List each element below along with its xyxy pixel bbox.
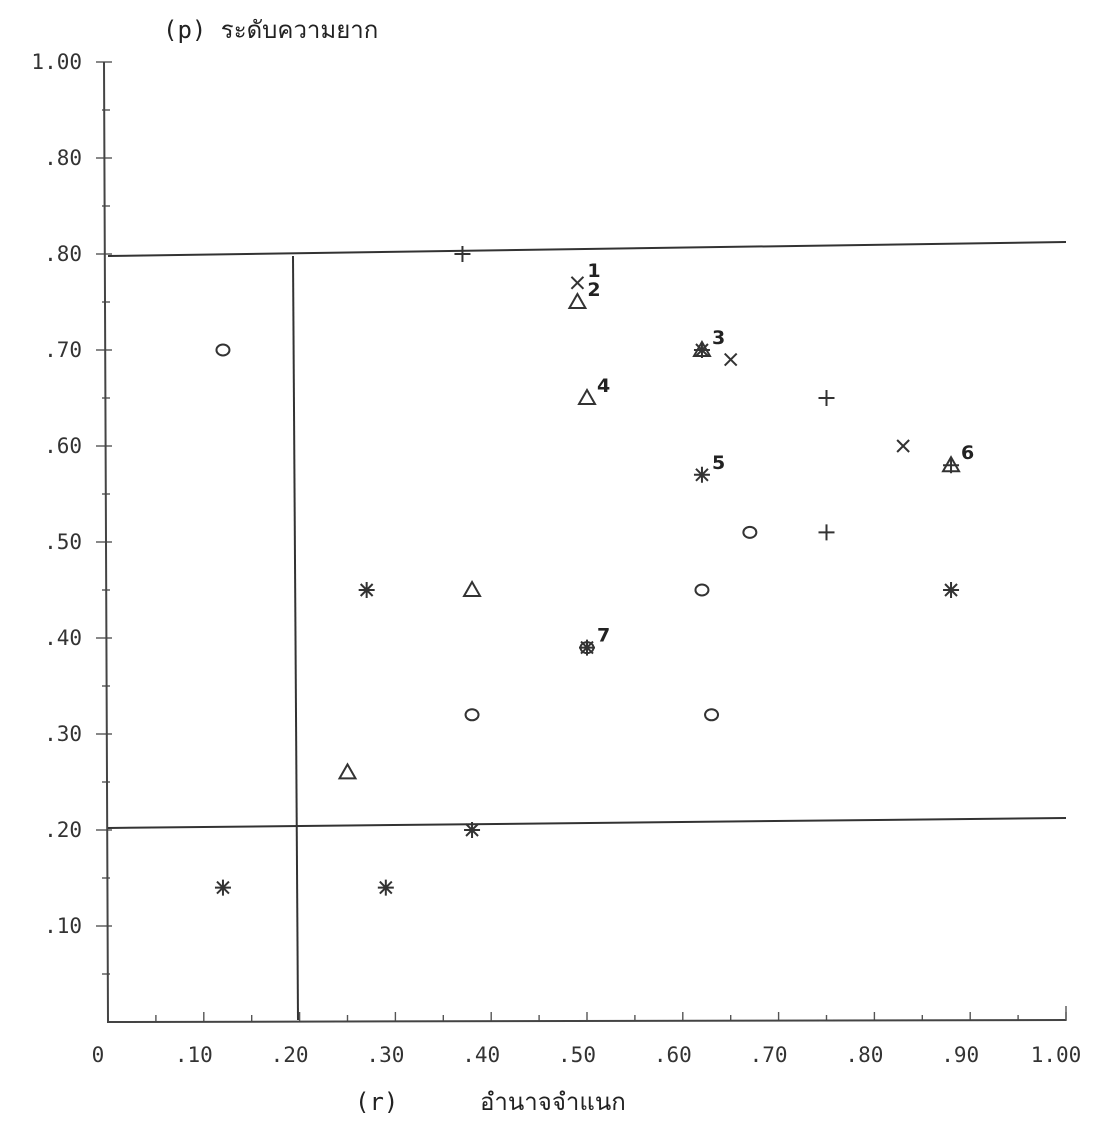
y-tick-label: .80 xyxy=(44,146,82,170)
data-point-triangle xyxy=(462,579,482,597)
data-point-triangle xyxy=(567,291,588,309)
x-tick-label: .40 xyxy=(462,1043,500,1067)
x-axis-symbol: (r) xyxy=(355,1088,398,1116)
data-point-circle xyxy=(215,343,231,357)
data-point-triangle xyxy=(337,762,358,780)
data-point-triangle xyxy=(577,387,597,405)
data-point-asterisk xyxy=(214,879,231,896)
y-tick-label: .50 xyxy=(44,530,82,554)
point-label: 3 xyxy=(712,327,725,349)
axes xyxy=(103,61,1067,1024)
data-point-asterisk xyxy=(693,466,710,483)
reference-line-r-20 xyxy=(292,255,299,1021)
data-point-plus xyxy=(818,390,835,406)
data-point-asterisk xyxy=(693,342,710,358)
point-label: 6 xyxy=(961,442,974,464)
point-labels: 12 3 4 6 5 7 xyxy=(587,260,974,647)
y-tick-label: .20 xyxy=(44,818,82,842)
x-axis-ticks: 0 .10 .20 .30 .40 .50 .60 .70 .80 .90 1.00 xyxy=(92,1012,1082,1067)
data-point-asterisk xyxy=(377,879,394,896)
y-tick-label: .70 xyxy=(44,338,82,362)
point-label: 4 xyxy=(597,375,610,397)
data-point-plus xyxy=(818,524,835,541)
reference-line-p-80 xyxy=(107,241,1067,257)
data-point-plus xyxy=(943,457,960,474)
x-axis-title: อำนาจจำแนก xyxy=(480,1088,626,1116)
data-point-triangle xyxy=(692,339,712,357)
data-point-circle xyxy=(742,525,758,539)
x-tick-label: .10 xyxy=(175,1043,213,1067)
x-tick-label: .20 xyxy=(271,1043,309,1067)
x-tick-label: 0 xyxy=(92,1043,105,1067)
x-tick-label: .60 xyxy=(654,1043,692,1067)
x-tick-label: 1.00 xyxy=(1031,1043,1082,1067)
point-label: 5 xyxy=(712,452,725,474)
data-point-asterisk xyxy=(358,582,375,598)
y-axis-ticks: 1.00 .80 .80 .70 .60 .50 .40 .30 .20 .10 xyxy=(31,50,112,975)
data-point-circle xyxy=(464,708,480,722)
reference-line-p-20 xyxy=(107,817,1067,829)
y-tick-label: .60 xyxy=(44,434,82,458)
data-point-x xyxy=(896,439,910,453)
data-point-asterisk xyxy=(464,822,481,838)
data-point-circle xyxy=(694,583,710,597)
data-point-x xyxy=(723,352,738,367)
y-tick-label: .80 xyxy=(44,242,82,266)
data-point-asterisk xyxy=(943,582,960,598)
x-tick-label: .30 xyxy=(366,1043,404,1067)
x-tick-label: .80 xyxy=(845,1043,883,1067)
y-tick-label: .30 xyxy=(44,722,82,746)
data-point-asterisk xyxy=(579,639,595,656)
data-point-plus xyxy=(454,246,471,262)
y-tick-label: .40 xyxy=(44,626,82,650)
point-label: 7 xyxy=(597,625,610,647)
x-tick-label: .90 xyxy=(941,1043,979,1067)
data-point-circle xyxy=(579,641,595,655)
data-point-x xyxy=(570,276,585,290)
y-axis-title: (p) ระดับความยาก xyxy=(163,16,378,44)
data-points xyxy=(214,246,961,896)
y-tick-label: .10 xyxy=(44,914,82,938)
x-tick-label: .50 xyxy=(558,1043,596,1067)
point-label: 2 xyxy=(587,279,600,301)
point-label: 1 xyxy=(587,260,600,282)
data-point-circle xyxy=(704,708,720,722)
y-tick-label: 1.00 xyxy=(31,50,82,74)
x-tick-label: .70 xyxy=(750,1043,788,1067)
